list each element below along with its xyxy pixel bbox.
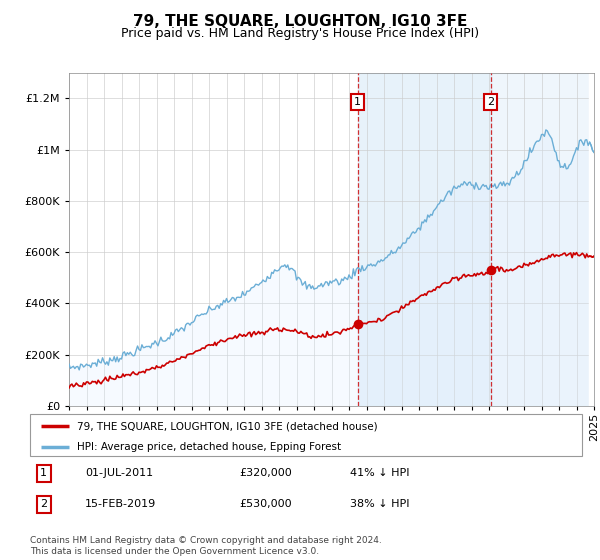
- Text: 79, THE SQUARE, LOUGHTON, IG10 3FE: 79, THE SQUARE, LOUGHTON, IG10 3FE: [133, 14, 467, 29]
- Bar: [491, 73, 594, 406]
- Text: Price paid vs. HM Land Registry's House Price Index (HPI): Price paid vs. HM Land Registry's House …: [121, 27, 479, 40]
- Bar: [589, 73, 594, 406]
- Text: 15-FEB-2019: 15-FEB-2019: [85, 500, 157, 509]
- Text: Contains HM Land Registry data © Crown copyright and database right 2024.
This d: Contains HM Land Registry data © Crown c…: [30, 536, 382, 556]
- FancyBboxPatch shape: [30, 414, 582, 456]
- Text: £530,000: £530,000: [240, 500, 292, 509]
- Bar: [358, 73, 491, 406]
- Text: 1: 1: [40, 468, 47, 478]
- Text: 01-JUL-2011: 01-JUL-2011: [85, 468, 154, 478]
- Text: 79, THE SQUARE, LOUGHTON, IG10 3FE (detached house): 79, THE SQUARE, LOUGHTON, IG10 3FE (deta…: [77, 421, 377, 431]
- Text: £320,000: £320,000: [240, 468, 293, 478]
- Text: 38% ↓ HPI: 38% ↓ HPI: [350, 500, 410, 509]
- Text: HPI: Average price, detached house, Epping Forest: HPI: Average price, detached house, Eppi…: [77, 442, 341, 452]
- Text: 2: 2: [487, 97, 494, 108]
- Bar: [589, 73, 594, 406]
- Text: 2: 2: [40, 500, 47, 509]
- Text: 41% ↓ HPI: 41% ↓ HPI: [350, 468, 410, 478]
- Text: 1: 1: [354, 97, 361, 108]
